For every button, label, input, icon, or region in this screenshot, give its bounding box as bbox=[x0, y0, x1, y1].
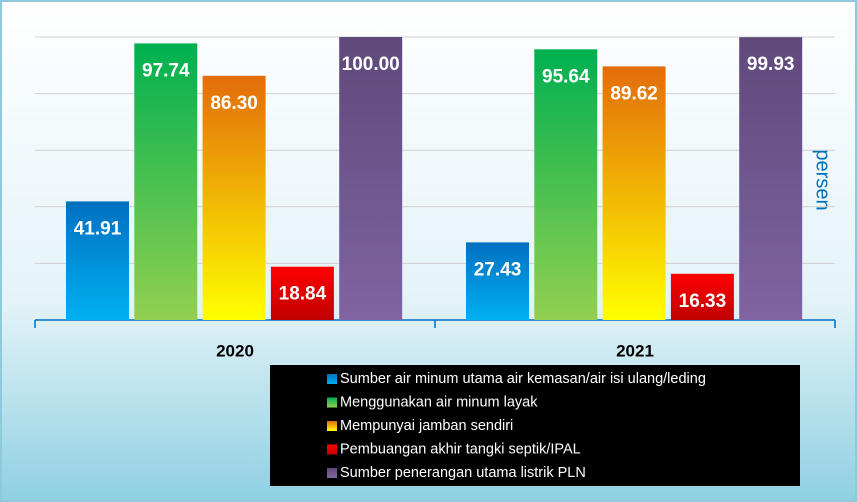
legend-swatch bbox=[327, 397, 337, 408]
legend-swatch bbox=[327, 421, 337, 431]
bar bbox=[339, 37, 403, 320]
data-label: 100.00 bbox=[342, 54, 400, 75]
legend-swatch bbox=[327, 444, 337, 455]
bar bbox=[739, 37, 803, 321]
data-label: 97.74 bbox=[142, 60, 190, 81]
legend-box bbox=[270, 365, 800, 486]
bar bbox=[602, 66, 666, 320]
y-axis-label: persen bbox=[812, 149, 834, 210]
bar bbox=[534, 49, 598, 320]
data-label: 86.30 bbox=[210, 93, 258, 114]
legend-swatch bbox=[327, 468, 337, 478]
bar bbox=[202, 75, 266, 321]
legend-swatch bbox=[327, 374, 337, 384]
bar bbox=[66, 201, 129, 320]
data-label: 89.62 bbox=[610, 83, 658, 104]
legend-label: Pembuangan akhir tangki septik/IPAL bbox=[340, 441, 581, 457]
data-label: 95.64 bbox=[542, 66, 590, 87]
legend-label: Sumber penerangan utama listrik PLN bbox=[340, 465, 586, 481]
x-tick-label: 2020 bbox=[216, 341, 254, 360]
data-label: 27.43 bbox=[474, 259, 522, 280]
data-label: 41.91 bbox=[74, 218, 122, 239]
legend-label: Sumber air minum utama air kemasan/air i… bbox=[340, 371, 706, 387]
bar bbox=[670, 273, 734, 320]
data-label: 18.84 bbox=[279, 284, 327, 305]
data-label: 16.33 bbox=[679, 291, 727, 312]
bar bbox=[134, 43, 198, 320]
bar bbox=[466, 242, 529, 320]
legend-label: Mempunyai jamban sendiri bbox=[340, 418, 513, 434]
data-label: 99.93 bbox=[747, 54, 795, 75]
legend-label: Menggunakan air minum layak bbox=[340, 394, 538, 410]
x-tick-label: 2021 bbox=[616, 341, 654, 360]
bar bbox=[270, 266, 334, 320]
